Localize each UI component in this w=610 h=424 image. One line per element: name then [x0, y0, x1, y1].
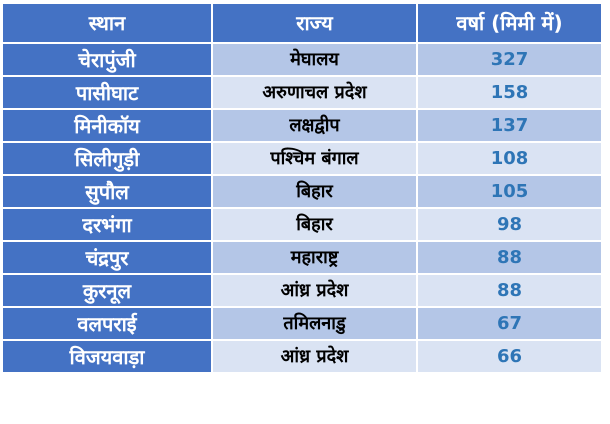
- table-row: विजयवाड़ा आंध्र प्रदेश 66: [1, 339, 603, 374]
- rainfall-cell: 158: [416, 75, 603, 110]
- table-row: सिलीगुड़ी पश्चिम बंगाल 108: [1, 141, 603, 176]
- state-cell: बिहार: [211, 174, 418, 209]
- state-cell: तमिलनाडु: [211, 306, 418, 341]
- table-row: वलपराई तमिलनाडु 67: [1, 306, 603, 341]
- state-cell: आंध्र प्रदेश: [211, 273, 418, 308]
- rainfall-cell: 105: [416, 174, 603, 209]
- header-rainfall: वर्षा (मिमी में): [416, 2, 603, 44]
- place-cell: सिलीगुड़ी: [1, 141, 213, 176]
- state-cell: लक्षद्वीप: [211, 108, 418, 143]
- header-place: स्थान: [1, 2, 213, 44]
- table-row: चंद्रपुर महाराष्ट्र 88: [1, 240, 603, 275]
- table-row: चेरापुंजी मेघालय 327: [1, 42, 603, 77]
- state-cell: अरुणाचल प्रदेश: [211, 75, 418, 110]
- state-cell: मेघालय: [211, 42, 418, 77]
- place-cell: विजयवाड़ा: [1, 339, 213, 374]
- rainfall-cell: 66: [416, 339, 603, 374]
- place-cell: कुरनूल: [1, 273, 213, 308]
- place-cell: चेरापुंजी: [1, 42, 213, 77]
- place-cell: चंद्रपुर: [1, 240, 213, 275]
- state-cell: पश्चिम बंगाल: [211, 141, 418, 176]
- place-cell: पासीघाट: [1, 75, 213, 110]
- rainfall-cell: 88: [416, 240, 603, 275]
- rainfall-cell: 67: [416, 306, 603, 341]
- header-row: स्थान राज्य वर्षा (मिमी में): [1, 2, 603, 44]
- rainfall-table: स्थान राज्य वर्षा (मिमी में) चेरापुंजी म…: [1, 2, 603, 374]
- place-cell: मिनीकॉय: [1, 108, 213, 143]
- place-cell: वलपराई: [1, 306, 213, 341]
- table-row: मिनीकॉय लक्षद्वीप 137: [1, 108, 603, 143]
- rainfall-cell: 108: [416, 141, 603, 176]
- table-row: कुरनूल आंध्र प्रदेश 88: [1, 273, 603, 308]
- rainfall-cell: 137: [416, 108, 603, 143]
- rainfall-cell: 327: [416, 42, 603, 77]
- rainfall-cell: 88: [416, 273, 603, 308]
- table-row: पासीघाट अरुणाचल प्रदेश 158: [1, 75, 603, 110]
- state-cell: आंध्र प्रदेश: [211, 339, 418, 374]
- place-cell: दरभंगा: [1, 207, 213, 242]
- table-row: दरभंगा बिहार 98: [1, 207, 603, 242]
- state-cell: महाराष्ट्र: [211, 240, 418, 275]
- table-row: सुपौल बिहार 105: [1, 174, 603, 209]
- header-state: राज्य: [211, 2, 418, 44]
- state-cell: बिहार: [211, 207, 418, 242]
- place-cell: सुपौल: [1, 174, 213, 209]
- rainfall-cell: 98: [416, 207, 603, 242]
